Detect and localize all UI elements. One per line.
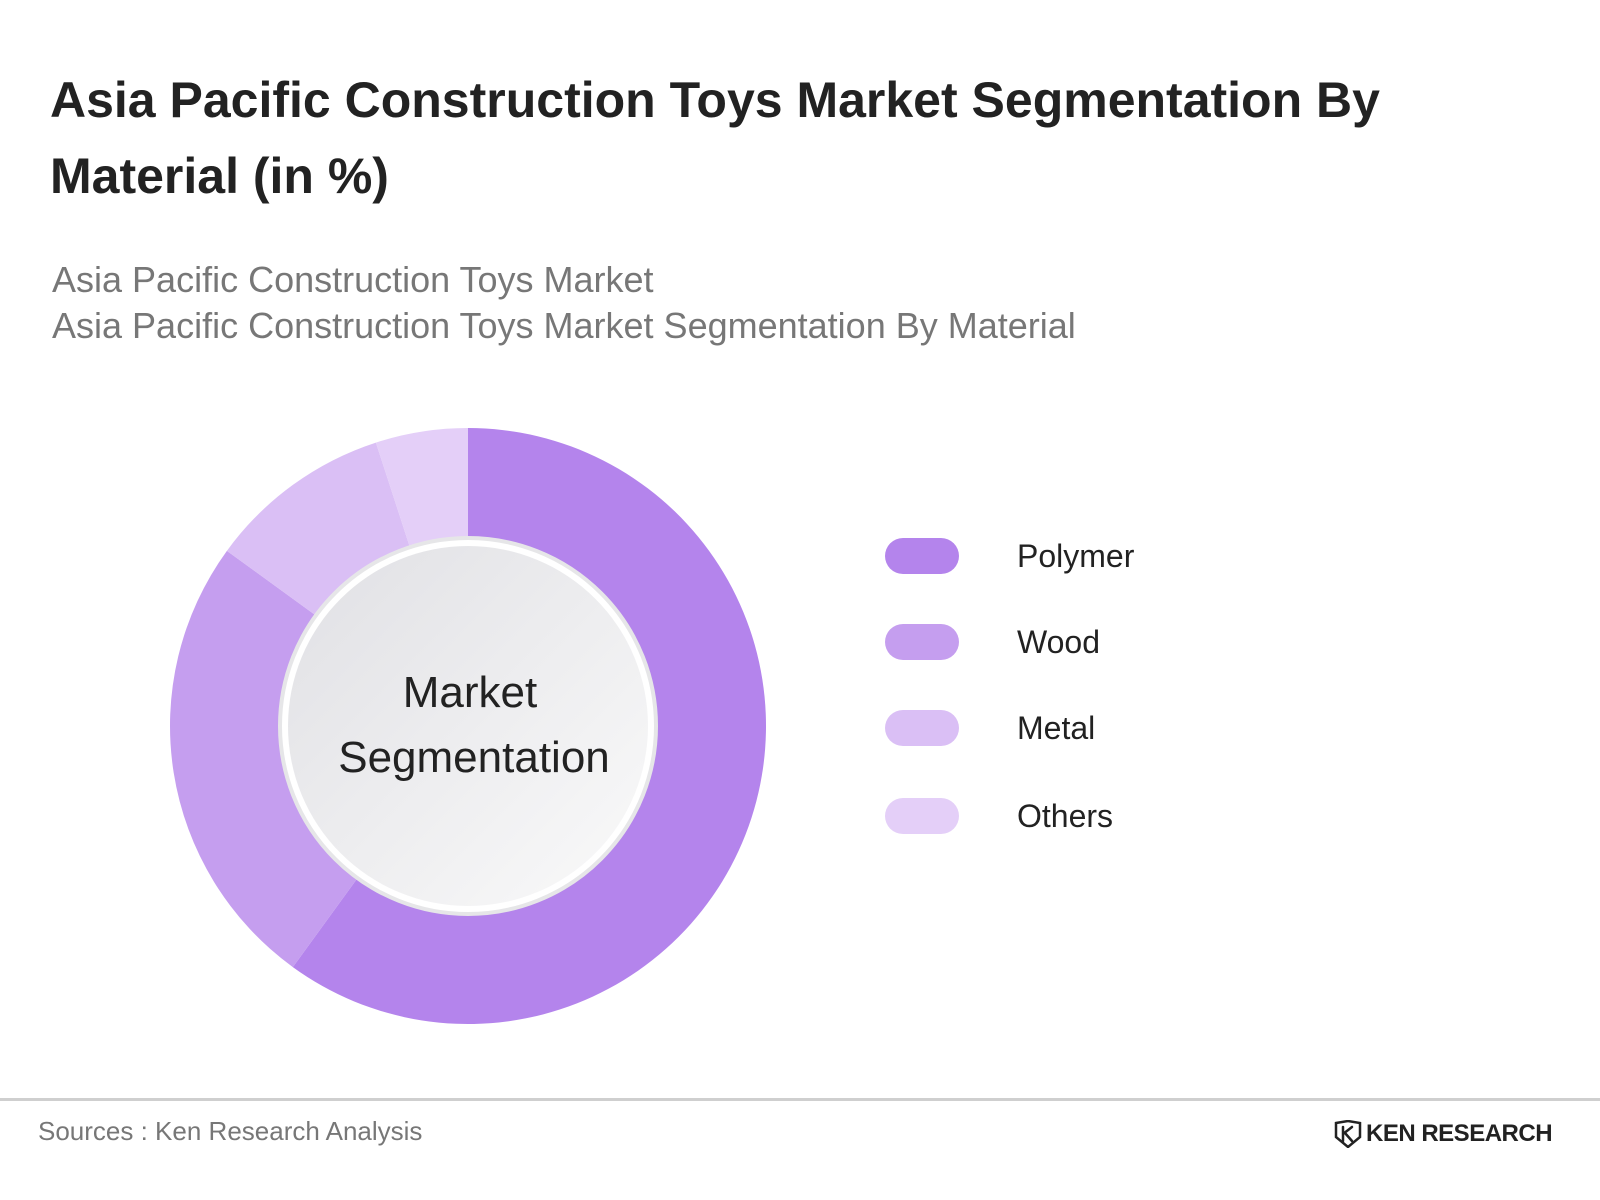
sources-note: Sources : Ken Research Analysis bbox=[38, 1116, 423, 1146]
donut-slice-others bbox=[375, 428, 468, 574]
ken-research-wordmark: KEN RESEARCH bbox=[1366, 1120, 1553, 1147]
donut-center-label-line-2: Segmentation bbox=[338, 733, 610, 782]
legend-label-metal: Metal bbox=[1017, 710, 1096, 746]
chart-subtitle-line-2: Asia Pacific Construction Toys Market Se… bbox=[52, 305, 1076, 346]
donut-slice-polymer bbox=[292, 428, 766, 1024]
donut-center-disc bbox=[288, 546, 648, 906]
footer-divider bbox=[0, 1098, 1600, 1101]
legend-label-polymer: Polymer bbox=[1017, 538, 1135, 574]
legend-swatch-others bbox=[885, 798, 959, 834]
legend-swatch-wood bbox=[885, 624, 959, 660]
legend-label-others: Others bbox=[1017, 798, 1114, 834]
ken-research-logo-icon bbox=[1334, 1120, 1362, 1148]
legend-label-wood: Wood bbox=[1017, 624, 1101, 660]
legend-swatch-metal bbox=[885, 710, 959, 746]
chart-title: Asia Pacific Construction Toys Market Se… bbox=[50, 72, 1380, 204]
chart-subtitle-line-1: Asia Pacific Construction Toys Market bbox=[52, 259, 654, 300]
donut-center-label-line-1: Market bbox=[403, 668, 537, 717]
legend-swatch-polymer bbox=[885, 538, 959, 574]
